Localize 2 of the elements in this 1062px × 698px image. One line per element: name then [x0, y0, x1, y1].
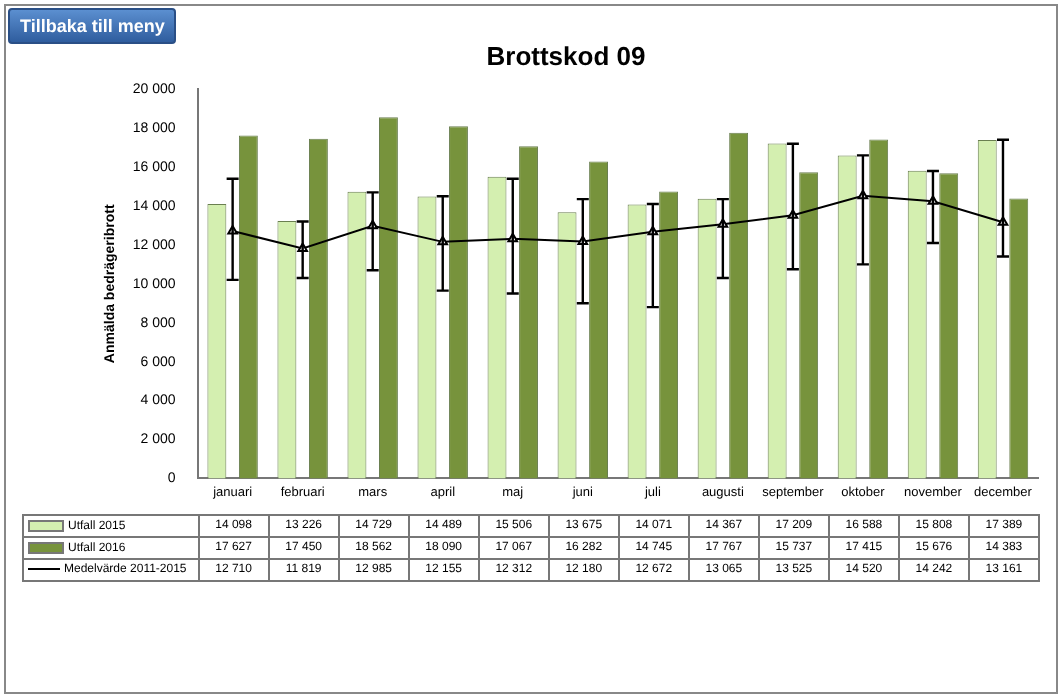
text: Tillbaka till meny [8, 8, 177, 44]
chart-title: Brottskod 09 [486, 40, 646, 71]
